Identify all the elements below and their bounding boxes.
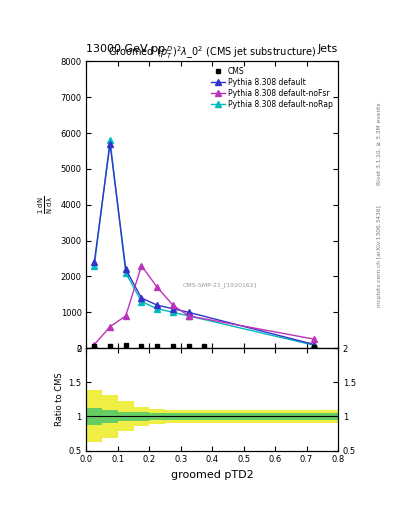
CMS [186,343,191,349]
Text: Jets: Jets [318,44,338,54]
Pythia 8.308 default [92,259,97,265]
CMS [139,343,144,349]
Pythia 8.308 default-noRap [92,263,97,269]
Y-axis label: Ratio to CMS: Ratio to CMS [55,373,64,426]
Pythia 8.308 default-noRap [108,137,112,143]
Pythia 8.308 default-noRap [155,306,160,312]
Line: Pythia 8.308 default: Pythia 8.308 default [92,141,317,347]
CMS [155,343,160,349]
Pythia 8.308 default-noFsr [139,263,144,269]
Pythia 8.308 default-noRap [139,298,144,305]
CMS [312,345,317,351]
Pythia 8.308 default-noFsr [123,313,128,319]
Text: CMS-SMP-21_[1920162]: CMS-SMP-21_[1920162] [183,282,257,288]
CMS [92,343,97,349]
CMS [123,342,128,348]
Pythia 8.308 default [155,302,160,308]
Legend: CMS, Pythia 8.308 default, Pythia 8.308 default-noFsr, Pythia 8.308 default-noRa: CMS, Pythia 8.308 default, Pythia 8.308 … [209,65,334,110]
CMS [202,343,207,349]
Pythia 8.308 default-noFsr [186,313,191,319]
Pythia 8.308 default [171,306,175,312]
Pythia 8.308 default [123,266,128,272]
Pythia 8.308 default-noRap [123,270,128,276]
Pythia 8.308 default [108,141,112,147]
CMS [171,343,175,349]
Pythia 8.308 default [186,309,191,315]
Text: 13000 GeV pp: 13000 GeV pp [86,44,165,54]
Pythia 8.308 default-noFsr [92,342,97,348]
Line: Pythia 8.308 default-noRap: Pythia 8.308 default-noRap [92,138,317,348]
Pythia 8.308 default-noRap [312,342,317,348]
Pythia 8.308 default-noFsr [312,336,317,342]
Pythia 8.308 default-noFsr [108,324,112,330]
Y-axis label: $\frac{1}{\rm N}\frac{d\,N}{d\,\lambda}$: $\frac{1}{\rm N}\frac{d\,N}{d\,\lambda}$ [37,196,55,214]
Pythia 8.308 default [139,295,144,301]
Title: Groomed $(p_T^D)^2\lambda\_0^2$ (CMS jet substructure): Groomed $(p_T^D)^2\lambda\_0^2$ (CMS jet… [108,45,316,61]
Line: CMS: CMS [92,343,317,350]
Pythia 8.308 default-noFsr [171,302,175,308]
Pythia 8.308 default-noRap [186,313,191,319]
Text: mcplots.cern.ch [arXiv:1306.3436]: mcplots.cern.ch [arXiv:1306.3436] [377,205,382,307]
Pythia 8.308 default [312,342,317,348]
CMS [108,343,112,349]
Pythia 8.308 default-noFsr [155,284,160,290]
Pythia 8.308 default-noRap [171,309,175,315]
X-axis label: groomed pTD2: groomed pTD2 [171,470,253,480]
Text: Rivet 3.1.10, ≥ 3.3M events: Rivet 3.1.10, ≥ 3.3M events [377,102,382,185]
Line: Pythia 8.308 default-noFsr: Pythia 8.308 default-noFsr [92,263,317,347]
